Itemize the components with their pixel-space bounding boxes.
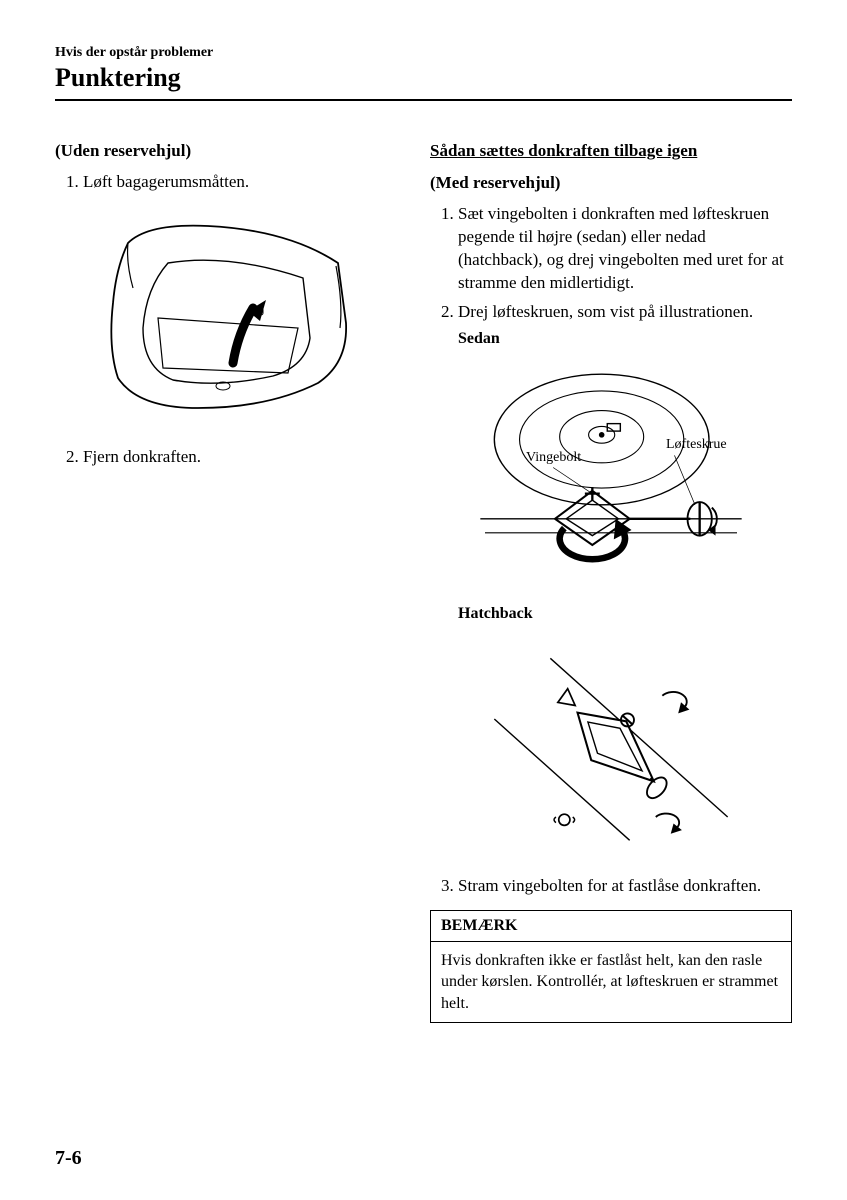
right-subsection-heading: Sådan sættes donkraften tilbage igen bbox=[430, 141, 792, 161]
left-list-item: Løft bagagerumsmåtten. bbox=[83, 171, 400, 194]
sedan-illustration: Vingebolt Løfteskrue bbox=[471, 362, 751, 587]
left-list: Løft bagagerumsmåtten. bbox=[55, 171, 400, 194]
left-list-cont: Fjern donkraften. bbox=[55, 446, 400, 469]
left-column: (Uden reservehjul) Løft bagagerumsmåtten… bbox=[55, 141, 400, 1023]
header-subtitle: Hvis der opstår problemer bbox=[55, 45, 792, 61]
trunk-illustration bbox=[88, 208, 368, 428]
hatchback-svg-icon bbox=[471, 637, 751, 857]
trunk-svg-icon bbox=[88, 208, 368, 428]
note-body: Hvis donkraften ikke er fastlåst helt, k… bbox=[431, 942, 791, 1023]
sedan-label: Sedan bbox=[458, 330, 792, 348]
right-list-item: Stram vingebolten for at fastlåse donkra… bbox=[458, 875, 792, 898]
right-list: Sæt vingebolten i donkraften med løftesk… bbox=[430, 203, 792, 324]
sedan-svg-icon bbox=[471, 362, 751, 587]
note-box: BEMÆRK Hvis donkraften ikke er fastlåst … bbox=[430, 910, 792, 1024]
page-number: 7-6 bbox=[55, 1147, 82, 1170]
right-column: Sådan sættes donkraften tilbage igen (Me… bbox=[430, 141, 792, 1023]
hatchback-label: Hatchback bbox=[458, 605, 792, 623]
callout-vingebolt: Vingebolt bbox=[526, 450, 581, 466]
left-section-label: (Uden reservehjul) bbox=[55, 141, 400, 161]
note-title: BEMÆRK bbox=[431, 911, 791, 942]
callout-lofteskrue: Løfteskrue bbox=[666, 437, 727, 453]
left-list-item: Fjern donkraften. bbox=[83, 446, 400, 469]
right-list-item: Sæt vingebolten i donkraften med løftesk… bbox=[458, 203, 792, 295]
right-section-label: (Med reservehjul) bbox=[430, 173, 792, 193]
page-header: Hvis der opstår problemer Punktering bbox=[55, 45, 792, 101]
page-container: Hvis der opstår problemer Punktering (Ud… bbox=[0, 0, 847, 1200]
right-list-cont: Stram vingebolten for at fastlåse donkra… bbox=[430, 875, 792, 898]
header-title: Punktering bbox=[55, 63, 792, 93]
right-list-item: Drej løfteskruen, som vist på illustrati… bbox=[458, 301, 792, 324]
content-columns: (Uden reservehjul) Løft bagagerumsmåtten… bbox=[55, 141, 792, 1023]
hatchback-illustration bbox=[471, 637, 751, 857]
header-rule bbox=[55, 99, 792, 101]
